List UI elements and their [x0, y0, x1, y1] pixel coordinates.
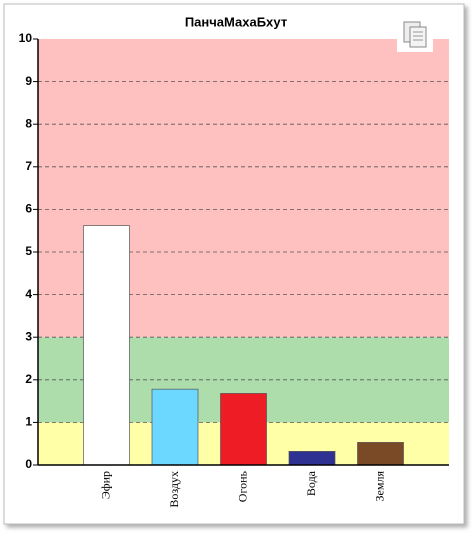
x-tick-label: Воздух: [167, 471, 181, 508]
y-tick-label: 9: [25, 74, 32, 88]
y-tick-label: 2: [25, 372, 32, 386]
bar: [151, 388, 199, 466]
y-tick-label: 0: [25, 457, 32, 471]
y-tick-label: 1: [25, 415, 32, 429]
bar: [220, 393, 267, 466]
x-tick-label: Земля: [372, 471, 386, 502]
bar: [288, 451, 336, 466]
y-tick-label: 7: [25, 159, 32, 173]
bar: [83, 225, 130, 466]
y-tick-label: 6: [25, 202, 32, 216]
x-tick-label: Эфир: [98, 471, 112, 499]
plot-area: 0 1 2 3 4 5 6 7 8 9 10 Эфир Воздух Огонь Вода Земля: [19, 31, 449, 508]
bar: [357, 442, 404, 466]
y-tick-label: 4: [25, 287, 32, 301]
y-tick-label: 5: [25, 244, 32, 258]
x-tick-label: Огонь: [235, 470, 249, 502]
y-tick-label: 8: [25, 116, 32, 130]
y-tick-label: 10: [19, 31, 33, 45]
x-tick-label: Вода: [304, 470, 318, 496]
copy-icon[interactable]: [397, 18, 433, 52]
chart-title: ПанчаМахаБхут: [185, 14, 287, 29]
y-tick-label: 3: [25, 329, 32, 343]
